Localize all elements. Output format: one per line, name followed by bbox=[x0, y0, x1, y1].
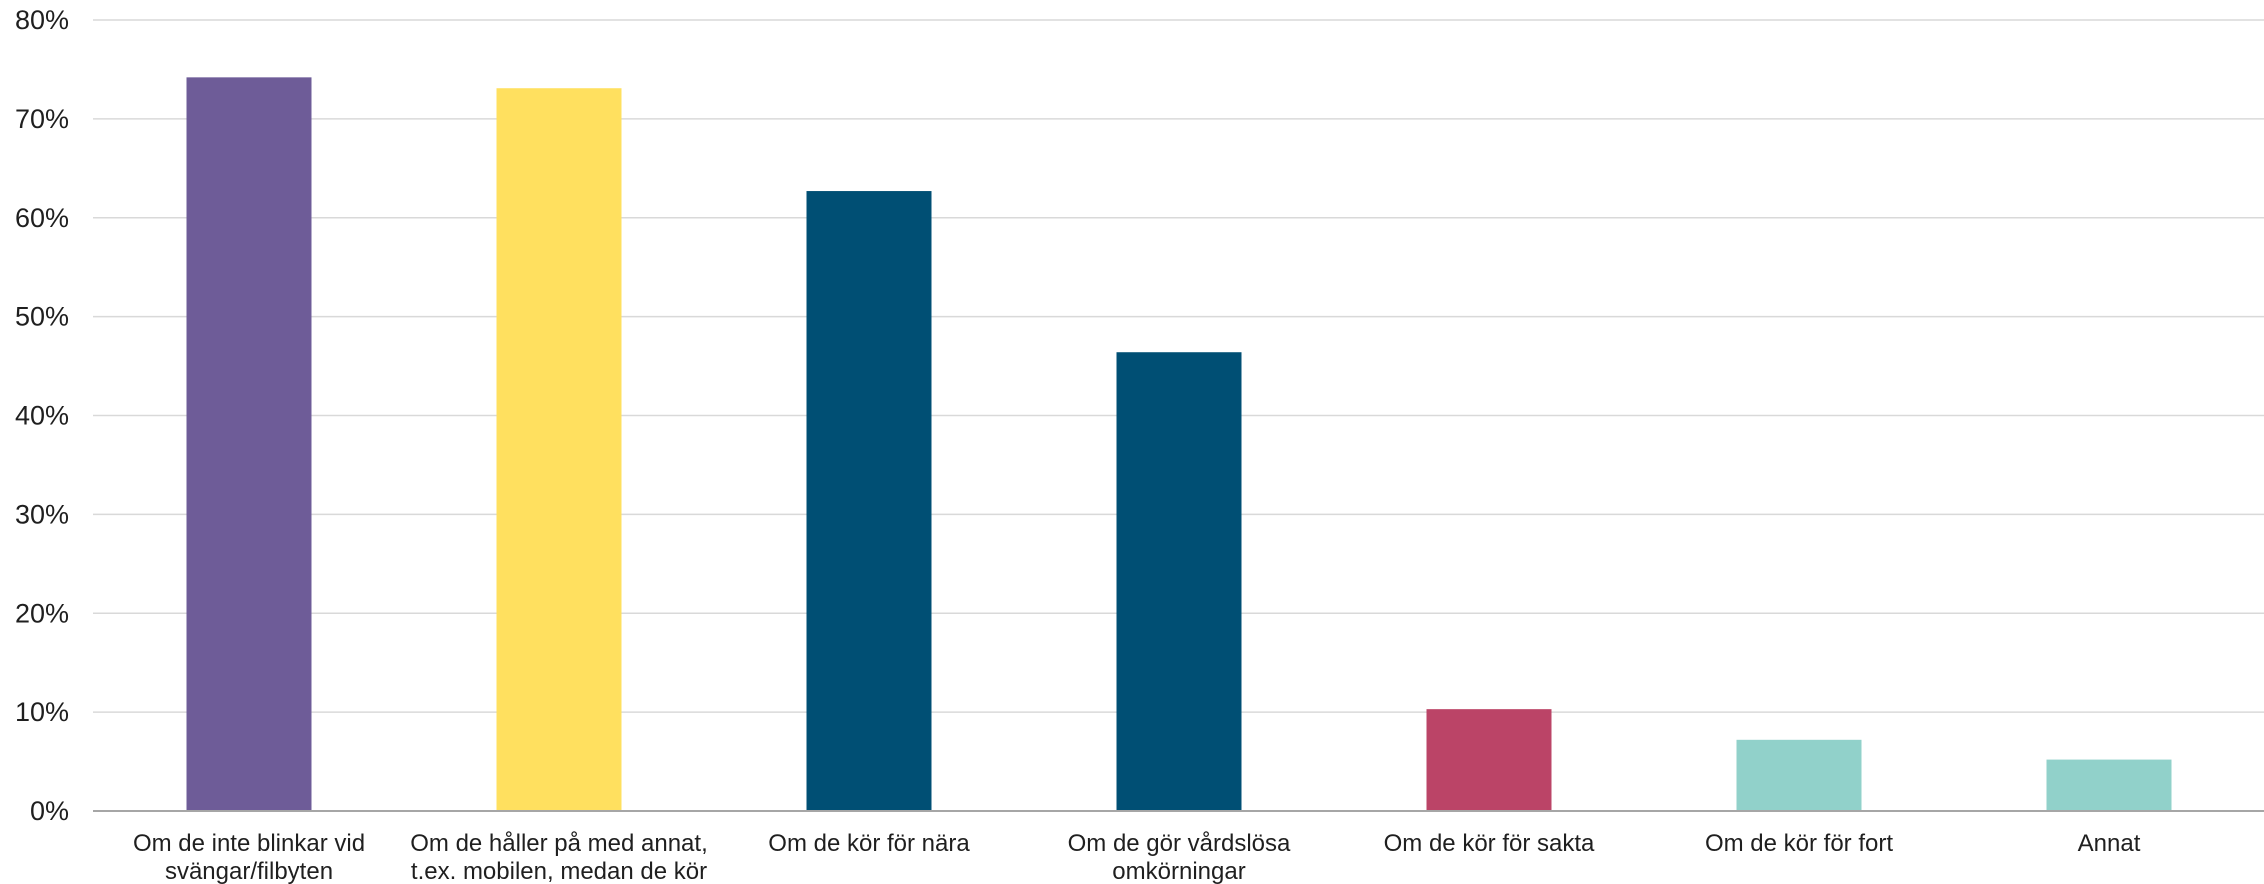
bar bbox=[2046, 759, 2172, 811]
bar bbox=[186, 77, 312, 811]
bar bbox=[1426, 709, 1552, 811]
x-tick-label: Om de kör för nära bbox=[768, 830, 970, 857]
bar bbox=[1736, 739, 1862, 811]
x-tick-label: Om de kör för sakta bbox=[1384, 830, 1595, 857]
y-tick-label: 80% bbox=[15, 5, 69, 35]
x-tick-label: Annat bbox=[2078, 830, 2141, 857]
y-tick-label: 70% bbox=[15, 104, 69, 134]
y-tick-label: 50% bbox=[15, 302, 69, 332]
bar bbox=[496, 88, 622, 811]
y-tick-label: 0% bbox=[30, 796, 69, 826]
x-tick-label: Om de håller på med annat, bbox=[410, 830, 708, 857]
bar bbox=[806, 191, 932, 811]
y-tick-label: 60% bbox=[15, 203, 69, 233]
x-tick-label: t.ex. mobilen, medan de kör bbox=[411, 858, 707, 884]
x-tick-label: omkörningar bbox=[1112, 858, 1245, 884]
y-tick-label: 40% bbox=[15, 401, 69, 431]
y-tick-label: 30% bbox=[15, 499, 69, 529]
x-tick-label: Om de inte blinkar vid bbox=[133, 830, 365, 857]
y-tick-label: 20% bbox=[15, 598, 69, 628]
x-tick-label: Om de kör för fort bbox=[1705, 830, 1893, 857]
x-tick-label: Om de gör vårdslösa bbox=[1068, 830, 1291, 857]
y-tick-label: 10% bbox=[15, 697, 69, 727]
y-axis-tick-labels: 0% 10% 20% 30% 40% 50% 60% 70% 80% bbox=[15, 5, 69, 826]
x-tick-label: svängar/filbyten bbox=[165, 858, 333, 884]
bar bbox=[1116, 352, 1242, 811]
bars bbox=[186, 77, 2172, 811]
